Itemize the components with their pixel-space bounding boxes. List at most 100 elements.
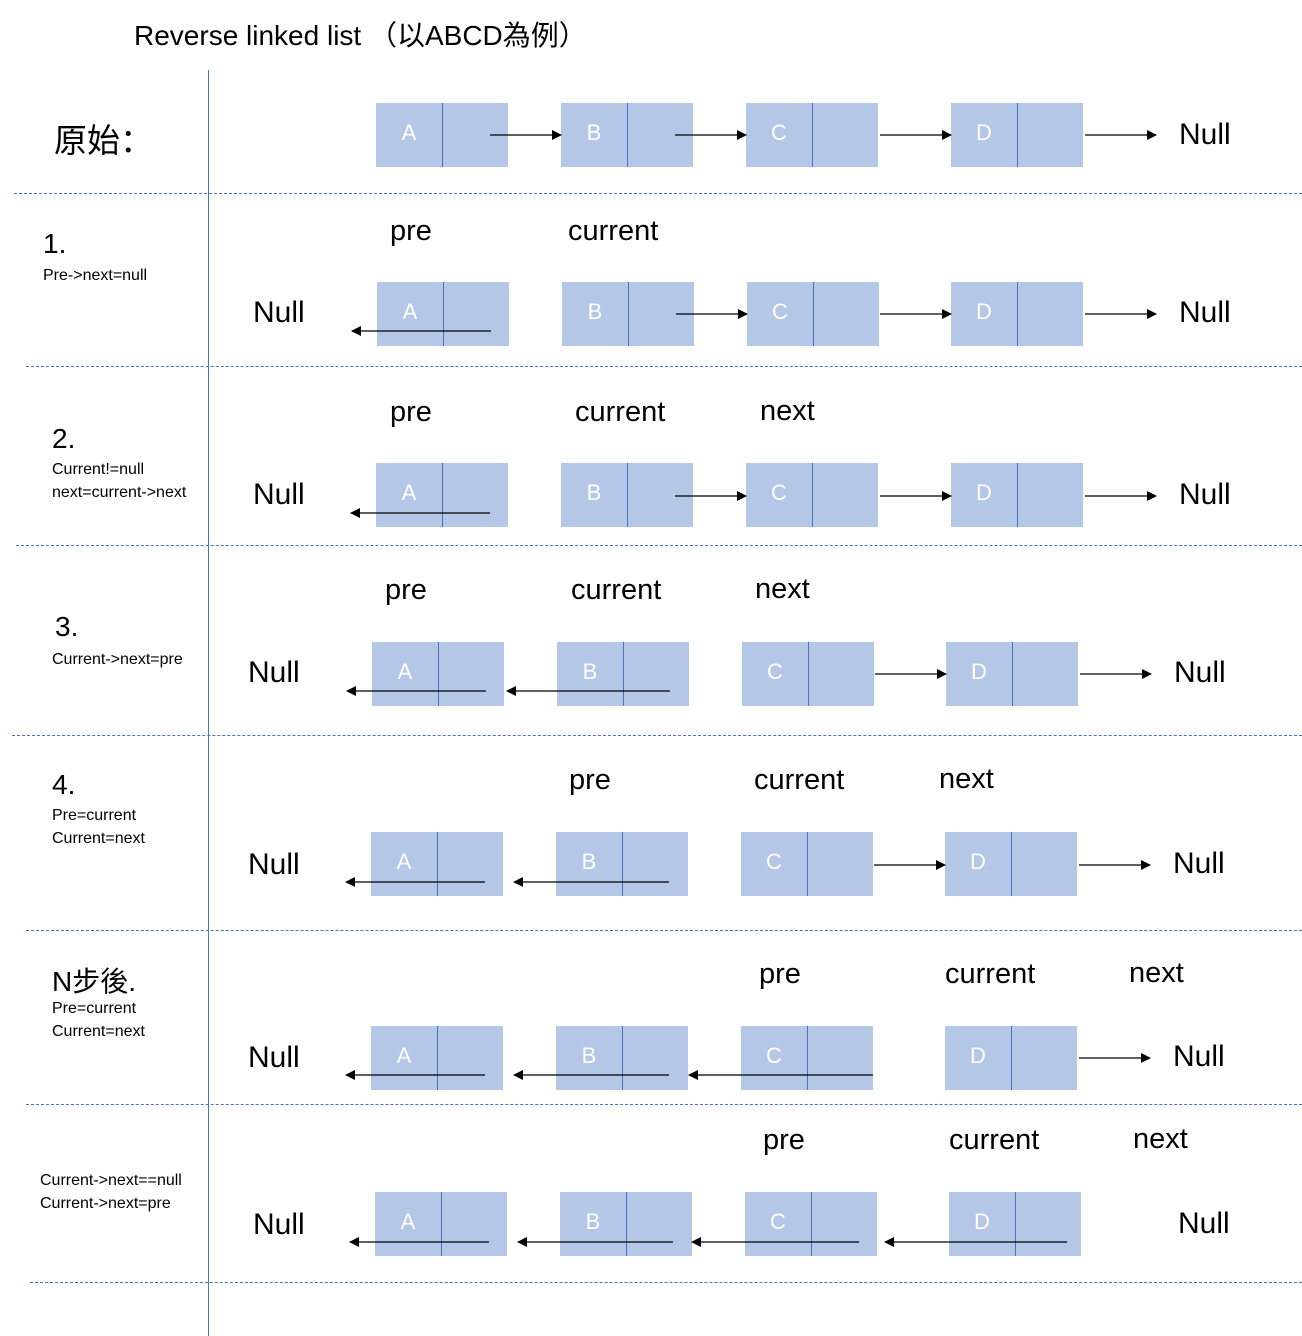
node-label: B: [581, 1043, 597, 1068]
list-node: C: [747, 282, 879, 346]
list-node: C: [741, 832, 873, 896]
list-node: A: [372, 642, 504, 706]
node-label: B: [586, 480, 602, 505]
null-label: Null: [248, 848, 300, 881]
next-label: next: [755, 573, 810, 605]
next-label: next: [760, 395, 815, 427]
row-separator: [12, 735, 1302, 736]
list-node: C: [746, 463, 878, 527]
null-label: Null: [1178, 1207, 1230, 1240]
null-label: Null: [248, 1041, 300, 1074]
node-label: B: [581, 849, 597, 874]
row-separator: [26, 930, 1302, 931]
step-number: 3.: [55, 611, 79, 642]
step-number: 1.: [43, 228, 67, 259]
node-label: C: [767, 659, 783, 684]
null-label: Null: [1174, 656, 1226, 689]
step-number: 4.: [52, 769, 76, 800]
null-label: Null: [1173, 847, 1225, 880]
row-heading-original: 原始：: [54, 122, 153, 159]
row-separator: [16, 545, 1302, 546]
current-label: current: [945, 958, 1036, 990]
list-node: B: [561, 103, 693, 167]
node-label: A: [396, 849, 412, 874]
node-label: D: [976, 120, 992, 145]
current-label: current: [754, 764, 845, 796]
node-label: C: [770, 1209, 786, 1234]
step-number: 2.: [52, 423, 76, 454]
null-label: Null: [1179, 478, 1231, 511]
step-note: Current->next==null: [40, 1172, 182, 1189]
step-note: Pre->next=null: [43, 267, 148, 284]
list-node: D: [945, 1026, 1077, 1090]
step-note: Current->next=pre: [52, 651, 183, 668]
node-label: D: [971, 659, 987, 684]
null-label: Null: [253, 1208, 305, 1241]
step-heading: N步後.: [52, 966, 137, 997]
current-label: current: [571, 574, 662, 606]
step-note: Pre=current: [52, 1000, 137, 1017]
row-separator: [26, 1104, 1302, 1105]
node-label: A: [401, 480, 417, 505]
next-label: next: [1133, 1123, 1188, 1155]
node-label: C: [771, 120, 787, 145]
null-label: Null: [253, 296, 305, 329]
node-label: D: [974, 1209, 990, 1234]
node-label: B: [587, 299, 603, 324]
list-node: C: [741, 1026, 873, 1090]
list-node: A: [376, 103, 508, 167]
node-label: C: [771, 480, 787, 505]
null-label: Null: [1179, 296, 1231, 329]
list-node: D: [949, 1192, 1081, 1256]
step-note: Current!=null: [52, 461, 145, 478]
list-node: C: [742, 642, 874, 706]
row-separator: [26, 366, 1302, 367]
row-separator: [14, 193, 1302, 194]
node-label: B: [585, 1209, 601, 1234]
list-node: B: [557, 642, 689, 706]
list-node: D: [951, 282, 1083, 346]
list-node: A: [375, 1192, 507, 1256]
node-label: D: [976, 299, 992, 324]
node-label: A: [400, 1209, 416, 1234]
list-node: D: [951, 463, 1083, 527]
step-note: Current->next=pre: [40, 1195, 171, 1212]
list-node: D: [945, 832, 1077, 896]
current-label: current: [949, 1124, 1040, 1156]
row-separator: [30, 1282, 1302, 1283]
list-node: A: [371, 832, 503, 896]
list-node: B: [561, 463, 693, 527]
node-label: C: [772, 299, 788, 324]
node-label: D: [970, 849, 986, 874]
list-node: D: [946, 642, 1078, 706]
pre-label: pre: [390, 396, 432, 428]
list-node: D: [951, 103, 1083, 167]
step-note: next=current->next: [52, 484, 187, 501]
node-label: C: [766, 849, 782, 874]
diagram-title: Reverse linked list （以ABCD為例）: [134, 20, 587, 51]
pre-label: pre: [759, 958, 801, 990]
list-node: C: [745, 1192, 877, 1256]
next-label: next: [939, 763, 994, 795]
node-label: D: [970, 1043, 986, 1068]
node-label: A: [402, 299, 418, 324]
node-label: D: [976, 480, 992, 505]
node-label: C: [766, 1043, 782, 1068]
list-node: C: [746, 103, 878, 167]
next-label: next: [1129, 957, 1184, 989]
list-node: A: [371, 1026, 503, 1090]
pre-label: pre: [390, 215, 432, 247]
list-node: B: [560, 1192, 692, 1256]
null-label: Null: [248, 656, 300, 689]
list-node: B: [556, 832, 688, 896]
null-label: Null: [1179, 118, 1231, 151]
null-label: Null: [253, 478, 305, 511]
step-note: Pre=current: [52, 807, 137, 824]
node-label: A: [401, 120, 417, 145]
list-node: A: [376, 463, 508, 527]
pre-label: pre: [763, 1124, 805, 1156]
current-label: current: [575, 396, 666, 428]
node-label: B: [586, 120, 602, 145]
step-note: Current=next: [52, 1023, 145, 1040]
vertical-divider: [208, 70, 209, 1336]
